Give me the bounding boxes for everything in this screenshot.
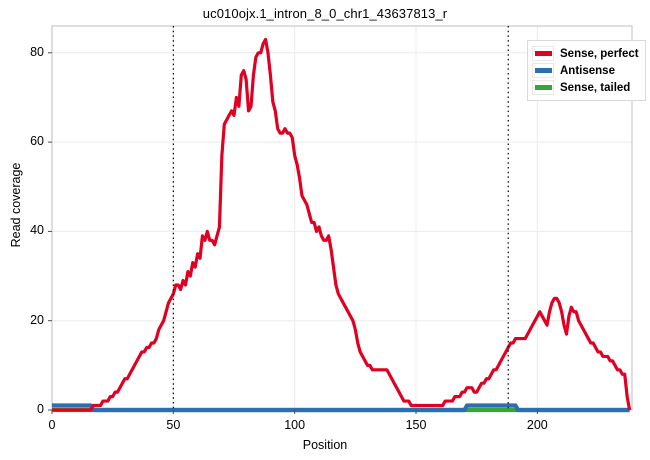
legend-key-icon xyxy=(532,63,554,78)
legend-item[interactable]: Sense, tailed xyxy=(532,79,639,96)
legend-key-icon xyxy=(532,46,554,61)
legend-label: Antisense xyxy=(560,64,615,77)
x-axis-label: Position xyxy=(302,438,348,452)
y-tick-label: 0 xyxy=(37,402,44,416)
legend-color-swatch xyxy=(534,68,552,73)
chart-legend: Sense, perfect Antisense Sense, tailed xyxy=(527,40,646,101)
x-tick-label: 150 xyxy=(405,418,427,432)
y-tick-label: 40 xyxy=(30,223,44,238)
x-tick-label: 50 xyxy=(166,418,181,432)
legend-color-swatch xyxy=(534,85,552,90)
legend-key-icon xyxy=(532,80,554,95)
legend-label: Sense, tailed xyxy=(560,81,631,94)
y-tick-label: 80 xyxy=(30,44,44,59)
legend-item[interactable]: Sense, perfect xyxy=(532,45,639,62)
x-tick-label: 0 xyxy=(48,418,56,432)
legend-label: Sense, perfect xyxy=(560,47,639,60)
chart-title: uc010ojx.1_intron_8_0_chr1_43637813_r xyxy=(202,6,448,21)
legend-item[interactable]: Antisense xyxy=(532,62,639,79)
legend-color-swatch xyxy=(534,51,552,56)
x-tick-label: 200 xyxy=(526,418,548,432)
x-tick-label: 100 xyxy=(284,418,306,432)
y-tick-label: 20 xyxy=(30,312,44,327)
y-tick-label: 60 xyxy=(30,134,44,149)
